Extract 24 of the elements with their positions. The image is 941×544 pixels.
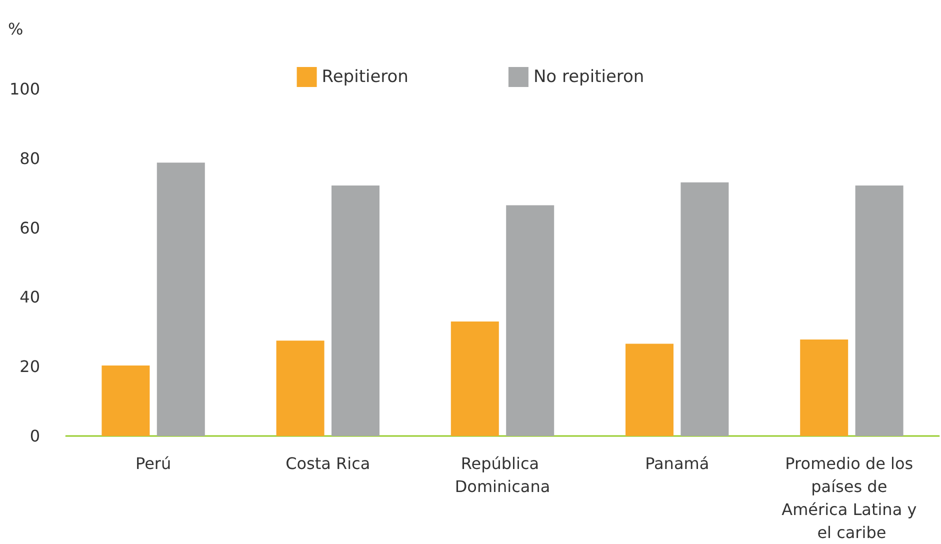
x-tick-label: Costa Rica [286, 454, 370, 473]
y-axis-title: % [8, 20, 24, 38]
bar [102, 366, 150, 436]
y-tick-label: 80 [20, 148, 40, 168]
y-tick-label: 0 [30, 426, 40, 446]
legend-label: No repitieron [533, 67, 644, 87]
bar [680, 182, 729, 436]
bar [855, 185, 904, 436]
bar [156, 162, 205, 436]
bar [276, 340, 324, 436]
bar [626, 344, 674, 436]
y-tick-label: 60 [20, 218, 40, 238]
y-tick-label: 100 [9, 80, 40, 98]
x-tick-label: Panamá [645, 454, 710, 473]
bar [450, 321, 499, 436]
y-tick-label: 20 [20, 357, 40, 376]
y-tick-label: 40 [20, 288, 40, 307]
bar [800, 340, 848, 436]
x-tick-label: Perú [135, 454, 172, 473]
bar [332, 185, 380, 436]
legend-label: Repitieron [322, 67, 408, 87]
bar [506, 205, 554, 436]
x-tick-label: República Dominicana [454, 454, 550, 496]
x-tick-label: Promedio de los países de América Latina y el caribe [782, 454, 922, 542]
